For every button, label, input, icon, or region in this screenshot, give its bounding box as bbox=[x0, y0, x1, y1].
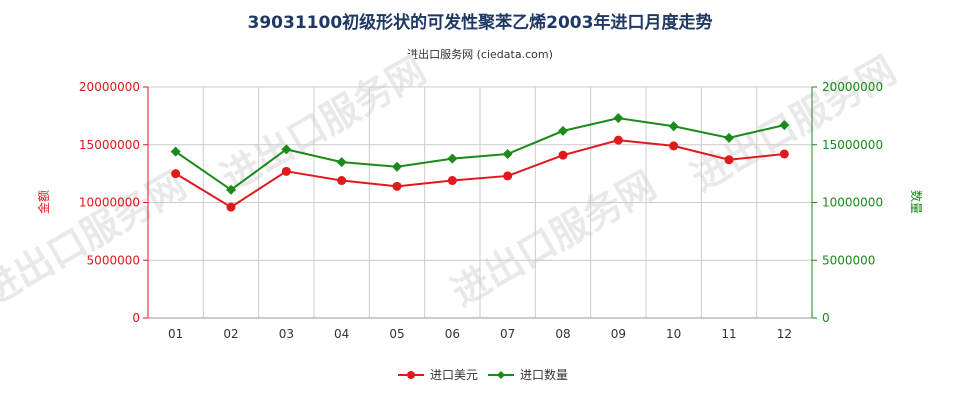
data-point-diamond bbox=[668, 121, 679, 132]
data-point-circle bbox=[171, 169, 181, 179]
left-axis-title: 金额 bbox=[36, 190, 51, 214]
data-point-diamond bbox=[502, 148, 513, 159]
right-tick-label: 20000000 bbox=[822, 80, 883, 94]
data-point-diamond bbox=[281, 144, 292, 155]
x-tick-label: 03 bbox=[279, 327, 294, 341]
legend-label: 进口数量 bbox=[520, 367, 568, 382]
x-tick-label: 01 bbox=[168, 327, 183, 341]
data-point-circle bbox=[392, 181, 402, 191]
data-point-diamond bbox=[170, 146, 181, 157]
x-tick-label: 08 bbox=[555, 327, 570, 341]
x-tick-label: 06 bbox=[445, 327, 460, 341]
data-point-diamond bbox=[724, 132, 734, 143]
watermark-text: 进出口服务网 bbox=[444, 163, 663, 315]
data-point-diamond bbox=[779, 120, 790, 131]
legend-label: 进口美元 bbox=[430, 368, 478, 382]
grid-lines bbox=[147, 86, 813, 319]
series-layer bbox=[170, 113, 790, 212]
data-point-diamond bbox=[226, 184, 236, 195]
legend-marker-diamond bbox=[497, 371, 505, 379]
x-tick-label: 02 bbox=[223, 327, 238, 341]
data-point-circle bbox=[669, 141, 679, 151]
legend-marker-circle bbox=[407, 371, 415, 379]
watermark-text: 进出口服务网 bbox=[0, 163, 193, 315]
right-tick-label: 10000000 bbox=[822, 196, 883, 210]
left-tick-label: 5000000 bbox=[87, 253, 140, 267]
data-point-circle bbox=[337, 176, 347, 186]
data-point-circle bbox=[226, 202, 236, 212]
data-point-diamond bbox=[336, 157, 347, 168]
x-tick-label: 12 bbox=[777, 327, 792, 341]
data-point-circle bbox=[503, 171, 513, 181]
right-axis-title: 数量 bbox=[909, 190, 924, 214]
left-tick-label: 10000000 bbox=[79, 196, 140, 210]
series-line-进口数量 bbox=[175, 117, 785, 192]
data-point-circle bbox=[558, 150, 568, 160]
x-tick-label: 04 bbox=[334, 327, 349, 341]
right-tick-label: 0 bbox=[822, 311, 830, 325]
x-tick-label: 10 bbox=[666, 327, 681, 341]
watermark-text: 进出口服务网 bbox=[684, 48, 903, 200]
x-tick-label: 05 bbox=[389, 327, 404, 341]
chart-subtitle: 进出口服务网 (ciedata.com) bbox=[407, 48, 553, 61]
axes: 0 5000000 10000000 15000000 20000000 0 5000000… bbox=[36, 80, 924, 341]
legend: 进口美元 进口数量 bbox=[398, 367, 568, 382]
data-point-diamond bbox=[558, 125, 568, 136]
data-point-diamond bbox=[392, 161, 402, 172]
data-point-circle bbox=[281, 166, 291, 176]
x-tick-label: 11 bbox=[721, 327, 736, 341]
right-tick-label: 15000000 bbox=[822, 138, 883, 152]
data-point-diamond bbox=[447, 153, 458, 164]
x-tick-label: 09 bbox=[611, 327, 626, 341]
chart-title: 39031100初级形状的可发性聚苯乙烯2003年进口月度走势 bbox=[247, 13, 713, 33]
left-tick-label: 0 bbox=[132, 311, 140, 325]
data-point-diamond bbox=[613, 113, 624, 124]
left-tick-label: 20000000 bbox=[79, 80, 140, 94]
x-tick-label: 07 bbox=[500, 327, 515, 341]
left-tick-label: 15000000 bbox=[79, 138, 140, 152]
data-point-circle bbox=[724, 155, 734, 165]
series-line-进口美元 bbox=[175, 139, 785, 209]
data-point-circle bbox=[779, 149, 789, 159]
data-point-circle bbox=[447, 176, 457, 186]
data-point-circle bbox=[613, 135, 623, 145]
right-tick-label: 5000000 bbox=[822, 253, 875, 267]
